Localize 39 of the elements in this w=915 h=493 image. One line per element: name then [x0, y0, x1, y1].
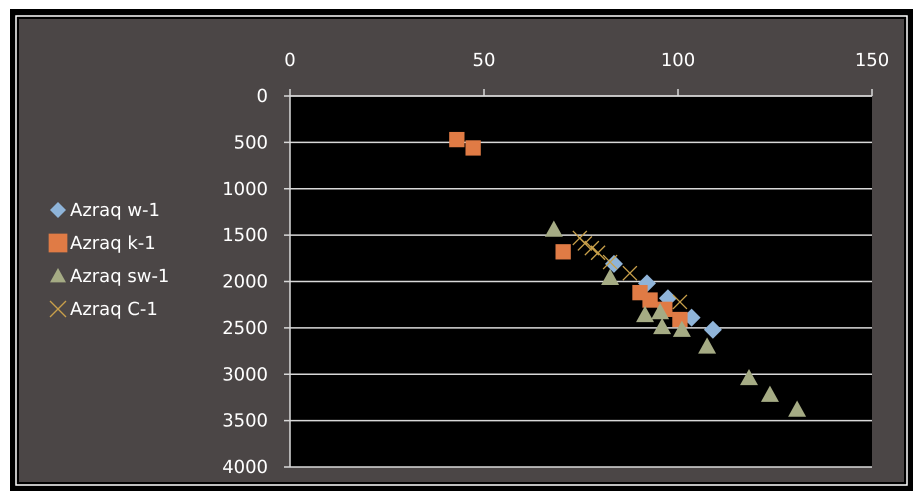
point	[704, 320, 722, 339]
y-tick-label: 3000	[222, 364, 268, 386]
y-tick-label: 2000	[222, 272, 268, 292]
point	[556, 244, 571, 260]
point	[577, 236, 593, 252]
y-tick-label: 3500	[222, 410, 268, 432]
y-tick-label: 1000	[222, 178, 268, 200]
point	[544, 220, 563, 237]
y-tick-label: 1500	[222, 225, 268, 246]
point	[740, 368, 758, 386]
point	[584, 240, 600, 256]
point	[622, 266, 638, 281]
point	[601, 268, 620, 285]
legend-label: Azraq sw-1	[70, 266, 170, 287]
point	[636, 306, 654, 322]
point	[602, 254, 618, 270]
point	[465, 140, 481, 156]
point	[672, 294, 688, 310]
y-tick-label: 0	[256, 86, 268, 107]
point	[590, 245, 606, 260]
x-tick-label: 50	[472, 50, 496, 71]
legend-label: Azraq C-1	[70, 299, 158, 320]
point	[760, 386, 779, 402]
point	[653, 318, 672, 334]
point	[642, 292, 658, 308]
y-tick-label: 2500	[222, 318, 268, 339]
point	[651, 303, 670, 320]
x-tick-label: 0	[284, 50, 296, 71]
legend-label: Azraq w-1	[70, 200, 160, 221]
point	[572, 230, 588, 246]
point	[672, 320, 691, 337]
y-tick-label: 4000	[222, 457, 268, 478]
point	[698, 337, 716, 354]
legend-label: Azraq k-1	[70, 233, 156, 254]
point	[788, 400, 806, 417]
y-tick-label: 500	[234, 132, 268, 154]
x-tick-label: 100	[660, 50, 696, 71]
x-tick-label: 150	[854, 50, 890, 71]
point	[449, 132, 464, 148]
